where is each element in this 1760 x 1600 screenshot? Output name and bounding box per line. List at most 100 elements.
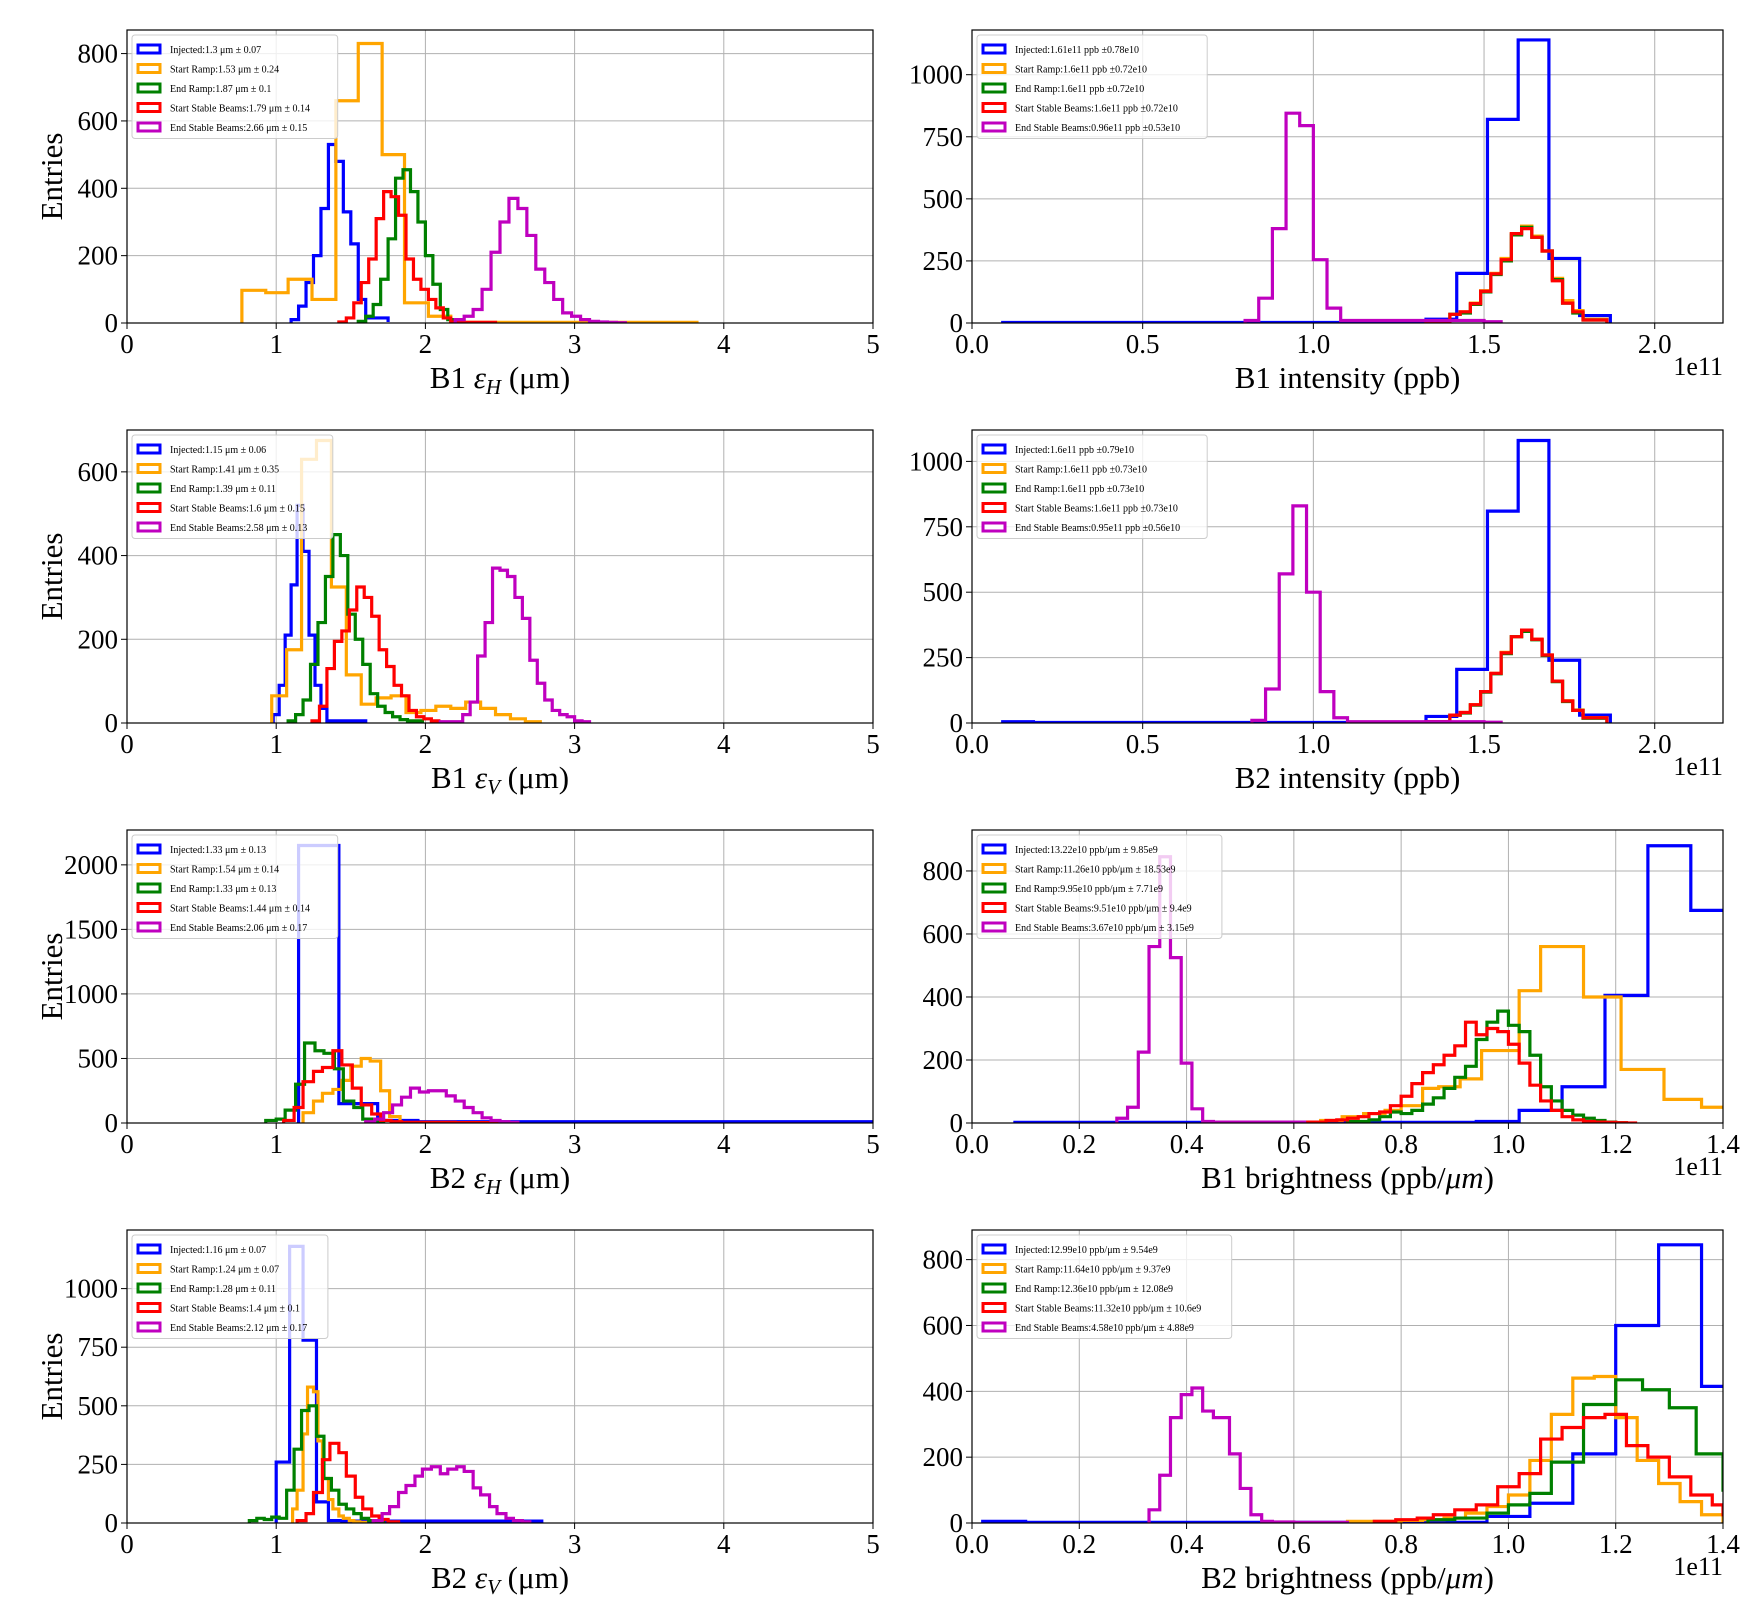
x-tick-label: 0.2 — [1062, 1129, 1096, 1159]
y-tick-label: 500 — [923, 577, 964, 607]
plot-frame — [126, 29, 874, 324]
legend-entry: End Stable Beams:2.58 μm ± 0.13 — [170, 523, 307, 534]
legend-entry: End Ramp:1.6e11 ppb ±0.72e10 — [1015, 84, 1144, 95]
legend-swatch — [981, 882, 1007, 894]
chart-svg: 0 1 2 3 4 5 0 500 1000 1500 2000 B2 εH (μm) Entries I… — [34, 829, 880, 1199]
legend-box — [976, 1234, 1233, 1339]
x-tick-label: 3 — [568, 1129, 582, 1159]
chart-b2-int: 0.0 0.5 1.0 1.5 2.0 0 250 500 750 1000 B2 intensit… — [880, 400, 1760, 800]
x-tick-label: 0 — [120, 729, 134, 759]
legend-box — [131, 434, 334, 539]
y-axis-label: Entries — [34, 1333, 69, 1421]
chart-svg: 0.0 0.2 0.4 0.6 0.8 1.0 1.2 1.4 0 200 400 600 800 B2 … — [923, 1229, 1740, 1595]
series-start-stable-beams — [1424, 628, 1609, 723]
y-tick-label: 200 — [78, 241, 119, 271]
legend-entry: End Ramp:12.36e10 ppb/μm ± 12.08e9 — [1015, 1284, 1173, 1295]
legend-entry: Start Stable Beams:1.6e11 ppb ±0.72e10 — [1015, 104, 1178, 115]
legend-entry: End Ramp:9.95e10 ppb/μm ± 7.71e9 — [1015, 884, 1163, 895]
series-end-stable-beams — [1243, 111, 1503, 323]
x-tick-label: 4 — [717, 329, 731, 359]
x-tick-label: 4 — [717, 729, 731, 759]
legend-entry: End Ramp:1.39 μm ± 0.11 — [170, 484, 276, 495]
x-axis-label: B2 εV (μm) — [431, 1560, 569, 1599]
legend-swatch — [981, 843, 1007, 855]
y-tick-label: 400 — [78, 541, 119, 571]
legend-swatch — [136, 121, 162, 133]
series-injected — [296, 843, 873, 1123]
y-tick-label: 600 — [923, 1310, 964, 1340]
series-start-stable-beams — [310, 585, 441, 723]
y-tick-label: 750 — [923, 512, 964, 542]
legend-swatch — [981, 82, 1007, 94]
legend-entry: Start Ramp:11.64e10 ppb/μm ± 9.37e9 — [1015, 1265, 1170, 1276]
x-tick-label: 1 — [269, 729, 283, 759]
legend-entry: Start Ramp:1.54 μm ± 0.14 — [170, 865, 279, 876]
chart-b1-ev: 0 1 2 3 4 5 0 200 400 600 B1 εV (μm) Entries Injecte… — [0, 400, 880, 800]
series-start-ramp — [1345, 1374, 1723, 1523]
legend: Injected:1.15 μm ± 0.06 Start Ramp:1.41 μ… — [131, 434, 334, 539]
legend: Injected:1.33 μm ± 0.13 Start Ramp:1.54 μ… — [131, 834, 339, 939]
x-axis-label: B2 εH (μm) — [430, 1160, 570, 1199]
legend-swatch — [136, 443, 162, 455]
x-tick-label: 0.0 — [955, 1529, 989, 1559]
y-tick-label: 1000 — [64, 979, 118, 1009]
x-tick-label: 1.0 — [1296, 329, 1330, 359]
x-offset-label: 1e11 — [1673, 752, 1723, 781]
legend-swatch — [136, 521, 162, 533]
x-tick-label: 0.8 — [1384, 1129, 1418, 1159]
legend-swatch — [136, 63, 162, 74]
legend-box — [976, 34, 1208, 139]
y-tick-label: 200 — [923, 1045, 964, 1075]
y-tick-label: 600 — [78, 106, 119, 136]
y-tick-label: 2000 — [64, 850, 118, 880]
series-end-ramp — [356, 168, 457, 323]
x-tick-label: 1.5 — [1467, 329, 1501, 359]
plot-frame — [971, 29, 1724, 324]
legend-swatch — [981, 63, 1007, 74]
x-tick-label: 4 — [717, 1129, 731, 1159]
y-tick-label: 0 — [105, 308, 119, 338]
x-tick-label: 1 — [269, 329, 283, 359]
legend-box — [976, 834, 1223, 939]
chart-b2-eh: 0 1 2 3 4 5 0 500 1000 1500 2000 B2 εH (μm) Entries I… — [0, 800, 880, 1200]
series-end-ramp — [286, 533, 425, 723]
legend-swatch — [981, 521, 1007, 533]
legend-entry: End Stable Beams:0.95e11 ppb ±0.56e10 — [1015, 523, 1180, 534]
x-tick-label: 2 — [419, 329, 433, 359]
plot-frame — [126, 1229, 874, 1524]
series-injected — [1001, 438, 1612, 723]
y-tick-label: 800 — [923, 1245, 964, 1275]
legend-entry: Start Stable Beams:1.6e11 ppb ±0.73e10 — [1015, 504, 1178, 515]
series-start-stable-beams — [1424, 227, 1609, 323]
y-tick-label: 800 — [923, 856, 964, 886]
legend-swatch — [136, 502, 162, 513]
x-tick-label: 5 — [866, 329, 880, 359]
x-tick-label: 1.4 — [1706, 1129, 1740, 1159]
chart-b2-bright: 0.0 0.2 0.4 0.6 0.8 1.0 1.2 1.4 0 200 400 600 800 B2 … — [880, 1200, 1760, 1600]
chart-svg: 0 1 2 3 4 5 0 200 400 600 800 B1 εH (μm) Entries Inje… — [34, 29, 880, 399]
y-tick-label: 0 — [105, 1108, 119, 1138]
legend-entry: Start Stable Beams:9.51e10 ppb/μm ± 9.4e… — [1015, 904, 1192, 915]
legend-entry: Start Stable Beams:1.4 μm ± 0.1 — [170, 1304, 300, 1315]
x-tick-label: 0.6 — [1277, 1529, 1311, 1559]
legend-swatch — [981, 921, 1007, 933]
x-tick-label: 1.0 — [1492, 1129, 1526, 1159]
legend-swatch — [136, 902, 162, 913]
chart-svg: 0.0 0.2 0.4 0.6 0.8 1.0 1.2 1.4 0 200 400 600 800 B1 … — [923, 829, 1740, 1195]
y-tick-label: 600 — [923, 919, 964, 949]
legend: Injected:1.6e11 ppb ±0.79e10 Start Ramp:1… — [976, 434, 1208, 539]
legend-swatch — [981, 1321, 1007, 1333]
legend-entry: End Stable Beams:2.06 μm ± 0.17 — [170, 923, 307, 934]
plot-frame — [126, 429, 874, 724]
y-tick-label: 0 — [950, 1508, 964, 1538]
x-tick-label: 2.0 — [1638, 329, 1672, 359]
x-tick-label: 3 — [568, 329, 582, 359]
x-tick-label: 1.2 — [1599, 1529, 1633, 1559]
legend-entry: End Stable Beams:0.96e11 ppb ±0.53e10 — [1015, 123, 1180, 134]
x-tick-label: 0.5 — [1126, 329, 1160, 359]
series-end-ramp — [1345, 1009, 1629, 1123]
series-end-stable-beams — [364, 1086, 520, 1123]
legend-box — [976, 434, 1208, 539]
x-tick-label: 0 — [120, 1129, 134, 1159]
legend-swatch — [981, 902, 1007, 913]
